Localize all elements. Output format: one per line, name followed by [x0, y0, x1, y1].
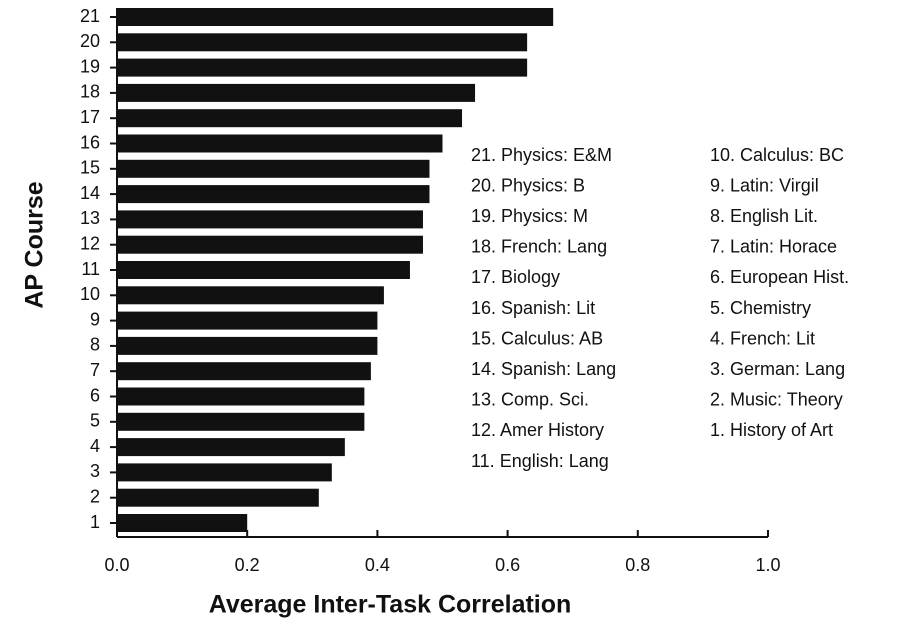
course-key-entry: 5. Chemistry — [710, 298, 811, 318]
bar — [117, 463, 332, 482]
course-key-entry: 12. Amer History — [471, 420, 604, 440]
y-tick-label: 16 — [80, 132, 100, 152]
y-tick-label: 18 — [80, 82, 100, 102]
bar — [117, 488, 319, 507]
bar — [117, 83, 476, 102]
bar — [117, 8, 554, 26]
x-tick-label: 0.2 — [235, 555, 260, 575]
y-tick-label: 2 — [90, 486, 100, 506]
bar — [117, 159, 430, 178]
y-tick-label: 5 — [90, 411, 100, 431]
course-key-entry: 8. English Lit. — [710, 206, 818, 226]
y-tick-label: 19 — [80, 56, 100, 76]
course-key-entry: 4. French: Lit — [710, 328, 815, 348]
bar — [117, 210, 423, 229]
bar — [117, 412, 365, 431]
bar — [117, 514, 248, 532]
course-key-entry: 2. Music: Theory — [710, 390, 843, 410]
bar — [117, 33, 528, 52]
y-tick-label: 4 — [90, 436, 100, 456]
course-key-entry: 19. Physics: M — [471, 206, 588, 226]
bar — [117, 235, 423, 254]
course-key-entry: 10. Calculus: BC — [710, 145, 844, 165]
bar — [117, 58, 528, 77]
x-tick-label: 0.0 — [104, 555, 129, 575]
course-key-entry: 18. French: Lang — [471, 237, 607, 257]
y-tick-label: 21 — [80, 6, 100, 26]
course-key-entry: 3. German: Lang — [710, 359, 845, 379]
course-key-entry: 20. Physics: B — [471, 175, 585, 195]
y-tick-label: 11 — [81, 259, 100, 279]
y-tick-label: 7 — [90, 360, 100, 380]
x-tick-label: 0.8 — [625, 555, 650, 575]
y-tick-label: 1 — [90, 512, 100, 532]
course-key-entry: 9. Latin: Virgil — [710, 175, 819, 195]
x-axis-title: Average Inter-Task Correlation — [209, 591, 572, 619]
bar — [117, 362, 371, 381]
course-key-entry: 1. History of Art — [710, 420, 833, 440]
y-tick-label: 10 — [80, 284, 100, 304]
y-tick-label: 12 — [80, 233, 100, 253]
course-key-entry: 14. Spanish: Lang — [471, 359, 616, 379]
y-tick-label: 6 — [90, 385, 100, 405]
bar — [117, 134, 443, 153]
x-tick-label: 1.0 — [755, 555, 780, 575]
bar — [117, 387, 365, 406]
y-tick-label: 8 — [90, 335, 100, 355]
x-tick-label: 0.6 — [495, 555, 520, 575]
y-tick-label: 17 — [80, 107, 100, 127]
bar — [117, 286, 384, 305]
y-tick-label: 9 — [90, 309, 100, 329]
bar — [117, 185, 430, 204]
x-tick-label: 0.4 — [365, 555, 390, 575]
course-key-entry: 15. Calculus: AB — [471, 328, 603, 348]
y-tick-label: 3 — [90, 461, 100, 481]
bar — [117, 438, 345, 457]
y-tick-label: 15 — [80, 158, 100, 178]
y-axis-title: AP Course — [21, 181, 49, 308]
y-tick-label: 14 — [80, 183, 100, 203]
course-key-entry: 11. English: Lang — [471, 451, 609, 471]
course-key-entry: 16. Spanish: Lit — [471, 298, 595, 318]
bar — [117, 311, 378, 330]
bar — [117, 261, 410, 279]
bar — [117, 109, 463, 128]
course-key-entry: 17. Biology — [471, 267, 560, 287]
y-tick-label: 13 — [80, 208, 100, 228]
course-key-entry: 6. European Hist. — [710, 267, 849, 287]
y-tick-label: 20 — [80, 31, 100, 51]
bar — [117, 336, 378, 355]
course-key-entry: 21. Physics: E&M — [471, 145, 612, 165]
course-key-entry: 13. Comp. Sci. — [471, 390, 589, 410]
course-key-entry: 7. Latin: Horace — [710, 237, 837, 257]
